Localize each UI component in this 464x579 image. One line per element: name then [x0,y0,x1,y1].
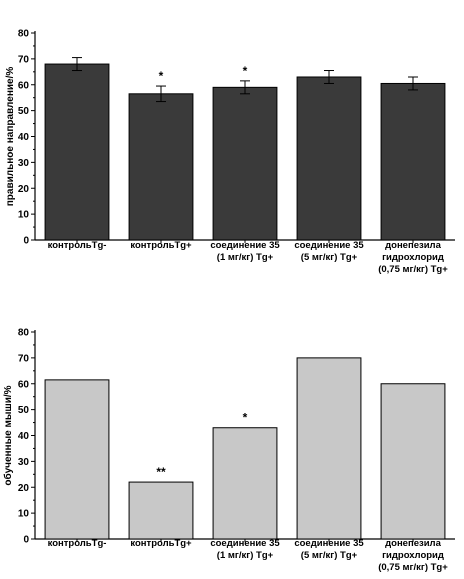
y-tick-label: 60 [18,80,30,91]
chart-correct-direction: 0 10 20 30 40 50 60 70 80 правильное направление/… [5,29,455,275]
category-label: донепезила [385,538,441,549]
bar [128,481,194,540]
category-label: гидрохлорид [382,550,444,561]
category-label: контрольTg+ [130,538,192,549]
y-tick-label: 20 [18,483,30,494]
y-tick-label: 0 [23,236,29,247]
category-label: (5 мг/кг) Tg+ [301,252,358,263]
category-label: контрольTg+ [130,240,192,251]
category-label: (1 мг/кг) Tg+ [217,252,274,263]
category-label: (5 мг/кг) Tg+ [301,550,358,561]
category-label: (1 мг/кг) Tg+ [217,550,274,561]
category-label: (0,75 мг/кг) Tg+ [378,562,448,573]
y-axis-label: обученные мыши/% [2,385,14,485]
y-tick-label: 40 [18,132,30,143]
y-tick-label: 60 [18,379,30,390]
bar [44,379,110,540]
bar [44,63,110,241]
y-tick-label: 50 [18,106,30,117]
category-label: контрольTg- [48,538,107,549]
y-tick-label: 70 [18,353,30,364]
y-tick-label: 30 [18,158,30,169]
y-tick-label: 50 [18,405,30,416]
significance-mark: * [243,64,248,78]
bar [212,427,278,540]
bar [380,383,446,540]
bar [128,93,194,241]
category-label: контрольTg- [48,240,107,251]
category-label: соединение 35 [294,538,364,549]
y-tick-label: 80 [18,29,30,40]
y-tick-label: 30 [18,457,30,468]
bar [380,82,446,241]
bar [296,357,362,540]
chart-trained-mice: 0 10 20 30 40 50 60 70 80 обученные мыши/% контрол… [2,328,455,573]
category-label: соединение 35 [210,538,280,549]
category-label: донепезила [385,240,441,251]
category-label: гидрохлорид [382,252,444,263]
significance-mark: * [159,69,164,83]
category-label: соединение 35 [294,240,364,251]
significance-mark: * [243,411,248,425]
bar [212,86,278,241]
category-label: (0,75 мг/кг) Tg+ [378,264,448,275]
y-tick-label: 80 [18,328,30,339]
y-tick-label: 0 [23,535,29,546]
y-tick-label: 40 [18,431,30,442]
y-tick-label: 20 [18,184,30,195]
category-label: соединение 35 [210,240,280,251]
y-tick-label: 10 [18,210,30,221]
bar [296,76,362,241]
y-axis-label: правильное направление/% [5,67,16,207]
significance-mark: ** [156,465,166,479]
y-tick-label: 10 [18,509,30,520]
y-tick-label: 70 [18,54,30,65]
